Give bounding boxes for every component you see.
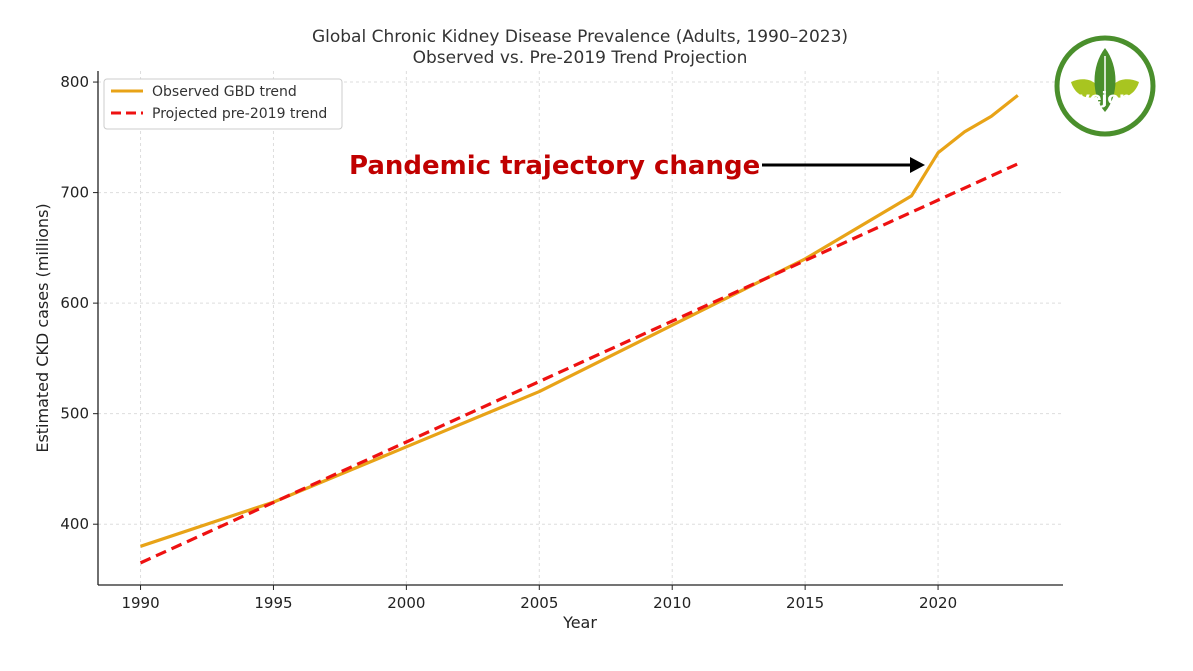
x-axis-label: Year	[562, 613, 597, 632]
legend: Observed GBD trend Projected pre-2019 tr…	[103, 78, 343, 130]
annotation-text: Pandemic trajectory change	[349, 151, 760, 181]
x-tick-label: 2010	[653, 594, 691, 612]
y-tick-label: 700	[60, 184, 89, 202]
legend-label-projected: Projected pre-2019 trend	[152, 106, 327, 122]
grid	[98, 71, 1063, 585]
logo-text: vejon	[1079, 89, 1131, 109]
x-tick-label: 2000	[387, 594, 425, 612]
x-tick-label: 2005	[520, 594, 558, 612]
vejon-logo: vejon	[1054, 35, 1156, 137]
y-tick-label: 600	[60, 294, 89, 312]
annotation: Pandemic trajectory change	[349, 151, 925, 181]
x-tick-label: 2020	[919, 594, 957, 612]
x-tick-label: 1990	[121, 594, 159, 612]
y-tick-label: 800	[60, 73, 89, 91]
arrow-right-icon	[910, 157, 925, 173]
x-tick-label: 2015	[786, 594, 824, 612]
chart-title: Global Chronic Kidney Disease Prevalence…	[312, 27, 848, 47]
x-tick-label: 1995	[254, 594, 292, 612]
legend-label-observed: Observed GBD trend	[152, 84, 297, 100]
chart-subtitle: Observed vs. Pre-2019 Trend Projection	[413, 48, 748, 68]
series-lines	[139, 94, 1019, 565]
projected-trend-line	[139, 162, 1019, 565]
legend-box	[103, 78, 343, 130]
observed-trend-line	[140, 94, 1019, 548]
y-tick-label: 500	[60, 405, 89, 423]
y-tick-label: 400	[60, 515, 89, 533]
y-axis-label: Estimated CKD cases (millions)	[33, 203, 52, 452]
axes: 1990 1995 2000 2005 2010 2015 2020 400 500 600 700…	[60, 71, 1063, 612]
